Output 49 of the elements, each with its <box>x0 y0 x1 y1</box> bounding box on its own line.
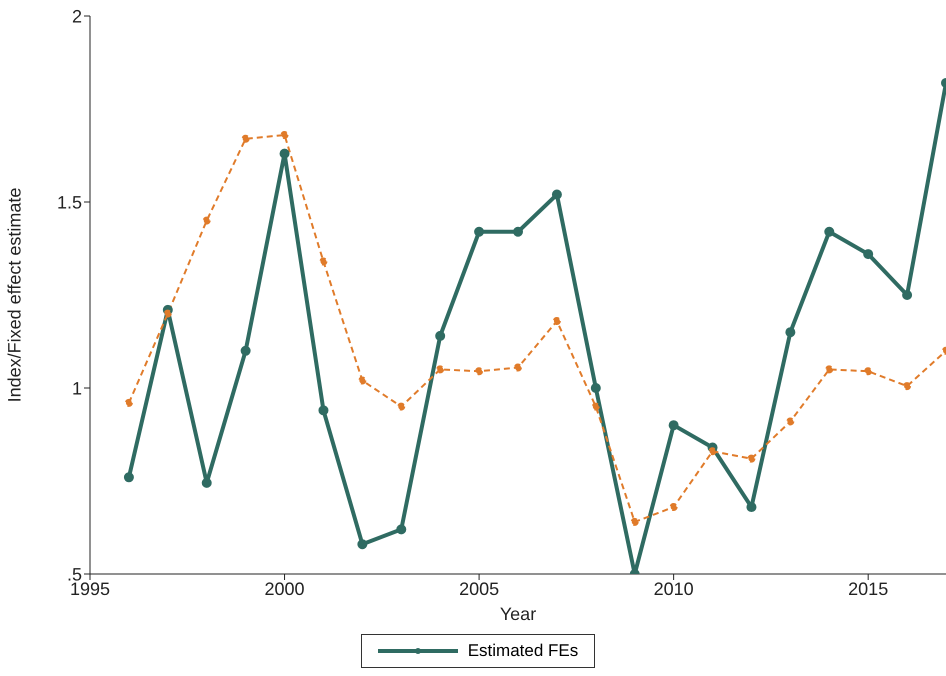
x-tick-label: 2005 <box>459 578 500 599</box>
point <box>514 364 522 372</box>
point <box>552 317 561 326</box>
point <box>475 367 484 376</box>
point <box>824 226 834 237</box>
point <box>396 524 406 534</box>
point <box>863 249 874 260</box>
point <box>242 134 250 143</box>
point <box>592 402 600 411</box>
point <box>280 131 289 140</box>
point <box>786 417 794 426</box>
point <box>708 447 717 456</box>
point <box>825 365 834 374</box>
point <box>785 327 796 338</box>
x-tick-label: 2010 <box>654 578 694 599</box>
point <box>552 190 562 200</box>
point <box>668 420 679 430</box>
point <box>902 290 912 300</box>
x-axis-title: Year <box>500 604 536 624</box>
legend-label: Estimated FEs <box>466 641 578 661</box>
y-tick-label: 1.5 <box>56 192 82 212</box>
point <box>202 478 212 488</box>
point <box>903 382 912 390</box>
point <box>436 365 444 374</box>
point <box>202 216 211 225</box>
point <box>319 258 328 266</box>
point <box>746 502 756 512</box>
point <box>670 503 678 512</box>
point <box>357 539 368 550</box>
y-axis-title: Index/Fixed effect estimate <box>4 188 24 402</box>
x-tick-label: 2015 <box>848 578 888 599</box>
point <box>397 402 406 411</box>
point <box>747 454 756 463</box>
point <box>435 330 446 341</box>
point <box>280 148 290 159</box>
point <box>318 405 328 416</box>
point <box>864 367 872 376</box>
point <box>630 518 639 526</box>
point <box>164 310 172 318</box>
point <box>590 383 601 393</box>
point <box>124 398 133 407</box>
point <box>358 376 366 385</box>
point <box>124 472 134 482</box>
point <box>513 226 523 237</box>
y-tick-label: 1 <box>72 378 82 398</box>
point <box>474 226 484 237</box>
point <box>240 346 251 356</box>
x-tick-label: 2000 <box>264 578 305 599</box>
y-tick-label: 2 <box>72 6 82 26</box>
